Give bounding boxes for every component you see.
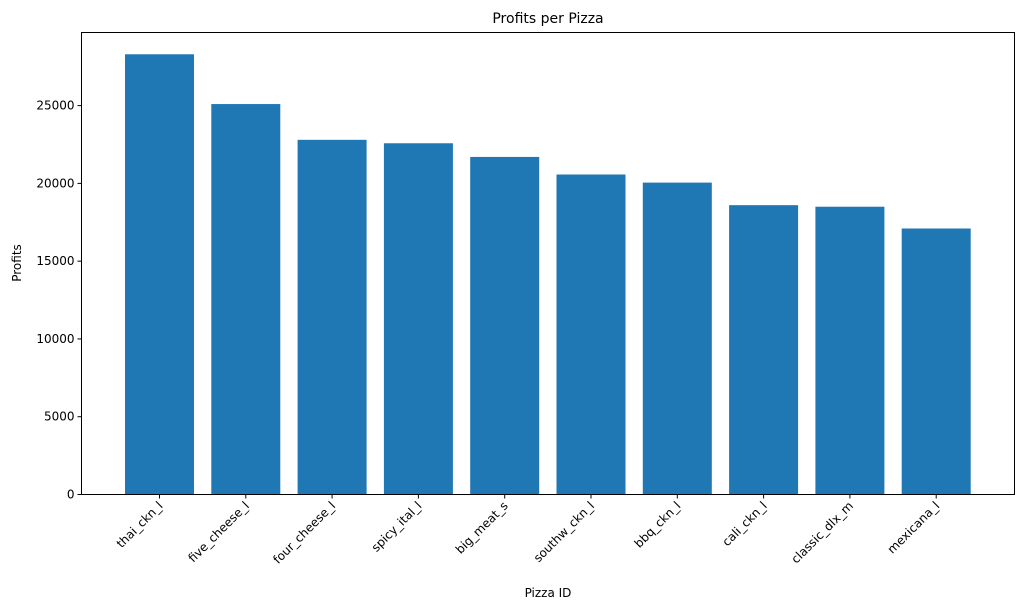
bar-big_meat_s (470, 156, 540, 495)
x-tick-label: bbq_ckn_l (632, 499, 684, 551)
bar-four_cheese_l (297, 139, 367, 495)
bar-classic_dlx_m (815, 206, 885, 495)
x-tick-label: four_cheese_l (270, 499, 338, 567)
x-tick-label: southw_ckn_l (531, 499, 597, 565)
y-axis: 0 5000 10000 15000 20000 25000 (36, 99, 82, 502)
y-tick-label: 20000 (36, 176, 74, 190)
bar-thai_ckn_l (125, 54, 194, 495)
bar-mexicana_l (901, 228, 971, 495)
y-tick-label: 10000 (36, 332, 74, 346)
y-tick-label: 15000 (36, 254, 74, 268)
x-tick-label: big_meat_s (453, 499, 511, 557)
x-tick-label: mexicana_l (885, 499, 943, 557)
chart-title: Profits per Pizza (492, 11, 603, 27)
bar-bbq_ckn_l (642, 182, 712, 495)
y-tick-label: 25000 (36, 99, 74, 113)
x-tick-label: five_cheese_l (185, 499, 251, 565)
y-tick-label: 5000 (44, 410, 75, 424)
x-tick-label: spicy_ital_l (369, 499, 425, 555)
bar-spicy_ital_l (383, 143, 453, 495)
bar-five_cheese_l (211, 104, 281, 495)
x-axis: thai_ckn_l five_cheese_l four_cheese_l spic… (114, 494, 943, 567)
bar-southw_ckn_l (556, 174, 626, 495)
x-tick-label: thai_ckn_l (114, 499, 166, 551)
bar-cali_ckn_l (729, 205, 799, 495)
plot-frame (81, 32, 1015, 495)
bars-group (125, 54, 971, 495)
x-axis-label: Pizza ID (525, 586, 572, 600)
y-axis-label: Profits (10, 244, 24, 282)
x-tick-label: classic_dlx_m (789, 499, 857, 567)
y-tick-label: 0 (67, 488, 75, 502)
x-tick-label: cali_ckn_l (719, 499, 769, 549)
